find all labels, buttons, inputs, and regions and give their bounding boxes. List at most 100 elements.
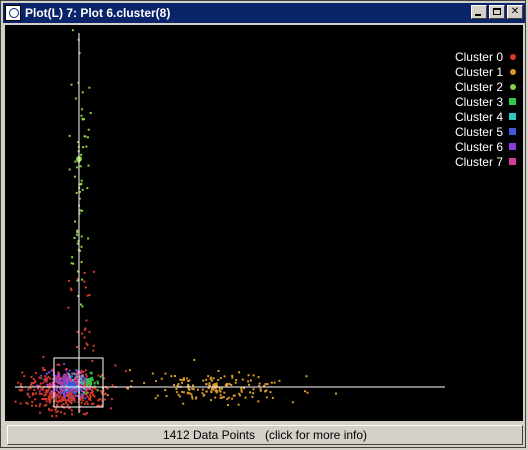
legend-marker-cluster-3 (509, 98, 516, 105)
data-point (84, 413, 87, 416)
data-point (76, 383, 79, 386)
data-point (201, 392, 204, 395)
legend-marker-cluster-6 (509, 143, 516, 150)
window-title: Plot(L) 7: Plot 6.cluster(8) (25, 6, 171, 20)
data-point (191, 395, 193, 398)
data-point (62, 383, 65, 386)
data-point (52, 378, 54, 381)
maximize-button[interactable] (489, 5, 505, 19)
data-point (230, 384, 233, 386)
data-point (45, 372, 48, 375)
data-point (264, 383, 267, 386)
data-point (67, 389, 70, 392)
data-point (66, 395, 69, 397)
data-point (188, 392, 191, 395)
data-point (237, 403, 240, 406)
title-bar[interactable]: Plot(L) 7: Plot 6.cluster(8) ✕ (3, 3, 525, 23)
data-point (48, 400, 51, 403)
data-point (70, 289, 73, 292)
data-point (42, 356, 45, 359)
app-icon[interactable] (5, 5, 21, 21)
minimize-button[interactable] (471, 5, 487, 19)
data-point (64, 398, 67, 401)
data-point (56, 379, 59, 382)
data-point (210, 376, 213, 379)
legend-marker-cluster-0 (510, 54, 516, 60)
data-point (240, 390, 243, 393)
data-point (187, 383, 190, 386)
data-point (73, 400, 76, 403)
data-point (47, 407, 50, 410)
data-point (185, 377, 188, 380)
legend-label-cluster-7: Cluster 7 (455, 155, 503, 169)
data-point (224, 383, 227, 386)
data-point (40, 374, 43, 377)
data-point (56, 404, 59, 407)
data-point (66, 391, 69, 394)
data-point (42, 366, 45, 369)
data-point (26, 402, 29, 405)
data-point (75, 369, 77, 372)
selection-box (53, 357, 104, 408)
plot-canvas[interactable]: Cluster 0 Cluster 1 Cluster 2 Cluster 3 Clus… (5, 25, 523, 421)
status-bar-button[interactable]: 1412 Data Points (click for more info) (7, 425, 523, 445)
data-point (53, 393, 56, 396)
data-point (60, 381, 63, 383)
data-point (87, 164, 90, 167)
data-point (228, 382, 231, 385)
data-point (99, 375, 102, 378)
data-point (80, 245, 83, 248)
data-point (151, 372, 154, 375)
data-point (48, 382, 51, 385)
data-point (45, 400, 48, 403)
data-point (38, 392, 41, 395)
data-point (181, 390, 184, 393)
series-1-points (106, 358, 337, 407)
data-point (62, 376, 65, 379)
data-point (89, 391, 92, 394)
data-point (84, 327, 87, 330)
data-point (100, 389, 103, 392)
data-point (240, 387, 243, 390)
data-point (87, 391, 90, 394)
data-point (80, 369, 83, 372)
data-point (48, 397, 50, 400)
data-point (45, 393, 47, 396)
data-point (203, 394, 206, 396)
data-point (68, 134, 71, 137)
data-point (205, 378, 208, 381)
data-point (175, 388, 178, 390)
data-point (270, 381, 273, 384)
data-point (67, 380, 70, 383)
data-point (89, 394, 92, 397)
data-point (83, 391, 85, 394)
data-point (47, 389, 50, 392)
data-point (234, 381, 237, 384)
data-point (23, 375, 26, 378)
data-point (59, 377, 62, 380)
data-point (80, 182, 83, 185)
data-point (43, 404, 46, 407)
data-point (84, 397, 87, 400)
data-point (67, 373, 70, 376)
data-point (84, 381, 87, 384)
data-point (83, 272, 86, 274)
data-point (84, 377, 87, 380)
data-point (85, 373, 88, 376)
data-point (80, 235, 83, 238)
data-point (85, 383, 88, 386)
data-point (76, 394, 79, 397)
data-point (222, 396, 225, 399)
data-point (183, 379, 185, 382)
data-point (130, 380, 133, 383)
data-point (74, 160, 77, 163)
data-point (38, 384, 41, 387)
data-point (227, 396, 230, 399)
data-point (31, 400, 34, 403)
data-point (86, 385, 89, 388)
data-point (269, 391, 272, 394)
data-point (182, 391, 185, 394)
close-button[interactable]: ✕ (507, 5, 523, 19)
data-point (62, 393, 65, 396)
